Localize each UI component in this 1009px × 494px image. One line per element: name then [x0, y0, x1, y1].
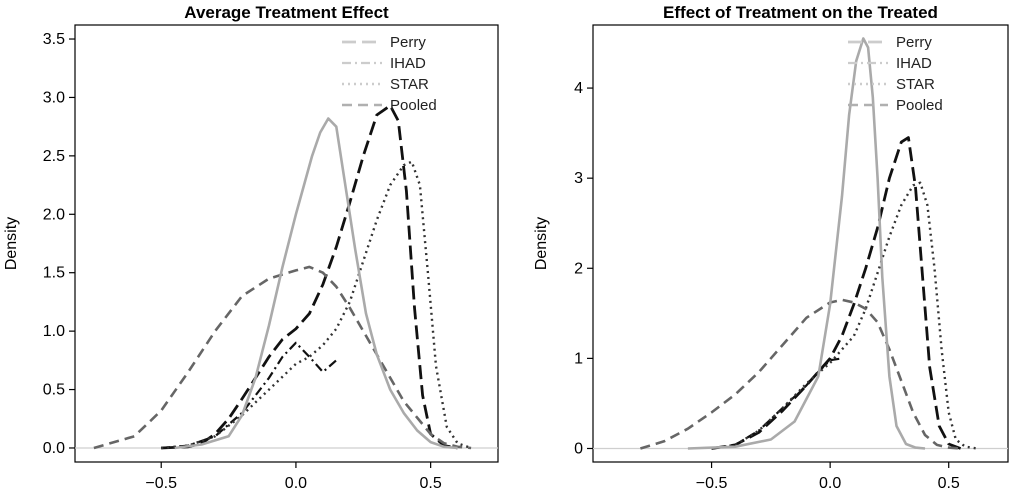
series-line-ihad: [161, 341, 338, 450]
legend-label: IHAD: [896, 55, 932, 72]
series-line-pooled-solid: [687, 37, 926, 450]
x-tick-label: 0.5: [938, 475, 960, 492]
y-tick-label: 3.0: [43, 89, 65, 106]
chart-title: Effect of Treatment on the Treated: [663, 3, 938, 22]
y-tick-label: 3.5: [43, 31, 65, 48]
x-tick-label: 0.5: [420, 475, 442, 492]
series-line-perry: [161, 104, 458, 450]
x-tick-label: −0.5: [696, 475, 728, 492]
legend-label: Pooled: [896, 97, 943, 114]
y-axis-label: Density: [3, 217, 20, 270]
legend-label: Perry: [896, 34, 932, 51]
series-line-star: [711, 181, 978, 450]
legend-label: STAR: [390, 76, 429, 93]
y-tick-label: 2.0: [43, 206, 65, 223]
y-tick-label: 0: [574, 440, 583, 457]
y-tick-label: 1: [574, 350, 583, 367]
series-line-pooled: [93, 265, 472, 450]
series-line-pooled-solid: [174, 117, 458, 450]
y-tick-label: 2: [574, 260, 583, 277]
plot-frame: [592, 24, 1009, 463]
x-tick-label: 0.0: [819, 475, 841, 492]
series-line-star: [161, 160, 472, 450]
chart-title: Average Treatment Effect: [184, 3, 389, 22]
y-tick-label: 3: [574, 170, 583, 187]
series-line-perry: [711, 136, 962, 450]
y-axis-label: Density: [533, 217, 550, 270]
legend-label: IHAD: [390, 55, 426, 72]
y-tick-label: 1.5: [43, 265, 65, 282]
series-line-pooled: [640, 298, 961, 450]
chart-panel-1: Average Treatment Effect Density 0.0 0.5 1.0…: [3, 3, 499, 492]
series-line-ihad: [711, 357, 843, 450]
legend-label: Perry: [390, 34, 426, 51]
y-tick-label: 0.5: [43, 382, 65, 399]
chart-panel-2: Effect of Treatment on the Treated Densit…: [533, 3, 1009, 492]
y-tick-label: 4: [574, 80, 583, 97]
y-tick-label: 1.0: [43, 323, 65, 340]
x-tick-label: 0.0: [285, 475, 307, 492]
y-tick-label: 0.0: [43, 440, 65, 457]
plot-frame: [74, 24, 499, 463]
legend-label: Pooled: [390, 97, 437, 114]
y-tick-label: 2.5: [43, 148, 65, 165]
legend-label: STAR: [896, 76, 935, 93]
x-tick-label: −0.5: [145, 475, 177, 492]
